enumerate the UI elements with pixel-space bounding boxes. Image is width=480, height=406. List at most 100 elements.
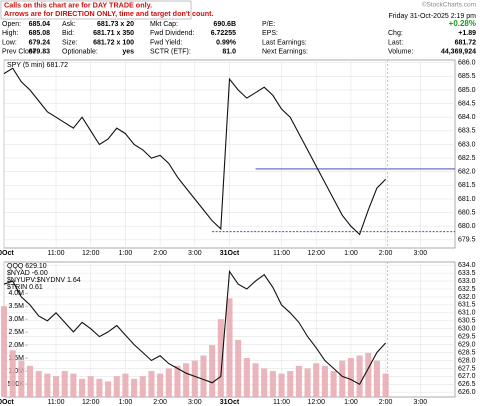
x-tick-label: 11:00: [273, 399, 290, 406]
x-tick-label: 11:00: [48, 250, 65, 257]
volume-bar: [87, 376, 94, 397]
quote-value: 44,369,924: [441, 49, 476, 56]
panel-title: SPY (5 min) 681.72: [7, 62, 68, 69]
volume-bar: [53, 376, 60, 397]
quote-value: 681.71 x 350: [93, 30, 134, 37]
y-tick-label: 628.5: [458, 349, 476, 356]
quote-value: +0.28%: [449, 19, 476, 28]
volume-bar: [79, 378, 86, 397]
x-tick-label: 2:00: [153, 399, 167, 406]
y2-tick-label: 4.0M: [8, 290, 24, 297]
y-tick-label: 684.5: [458, 100, 476, 107]
x-tick-label: 3:00: [188, 250, 202, 257]
volume-bar: [174, 365, 181, 397]
quote-label: SCTR (ETF):: [150, 49, 191, 56]
y-tick-label: 630.0: [458, 326, 476, 333]
x-tick-label: 2:00: [153, 250, 167, 257]
volume-bar: [252, 363, 259, 397]
y-tick-label: 632.5: [458, 286, 476, 293]
y2-tick-label: 1.5M: [8, 355, 24, 362]
quote-label: Open:: [2, 21, 21, 28]
volume-bar: [313, 363, 320, 397]
x-tick-label: 12:00: [307, 250, 325, 257]
notice-line: Arrows are for DIRECTION ONLY, time and …: [4, 9, 214, 18]
y-tick-label: 683.0: [458, 141, 476, 148]
quote-value: 681.72: [455, 39, 477, 46]
volume-bar: [304, 368, 311, 397]
y-tick-label: 629.5: [458, 333, 476, 340]
volume-bar: [191, 360, 198, 397]
notice-box: [0, 0, 192, 20]
x-tick-label: 1:00: [344, 399, 358, 406]
volume-bar: [295, 365, 302, 397]
quote-label: Chg:: [388, 30, 403, 37]
volume-bar: [217, 319, 224, 397]
x-tick-label: 1:00: [344, 250, 358, 257]
quote-label: Optionable:: [62, 49, 98, 56]
y-tick-label: 626.0: [458, 389, 476, 396]
legend-entry: $NYUPV:$NYDNV 1.64: [7, 277, 81, 284]
y-tick-label: 680.5: [458, 209, 476, 216]
quote-label: Size:: [62, 39, 78, 46]
y-tick-label: 681.5: [458, 182, 476, 189]
x-tick-label: 12:00: [82, 250, 100, 257]
quote-label: Fwd Yield:: [150, 39, 182, 46]
y-tick-label: 682.0: [458, 169, 476, 176]
quote-label: Next Earnings:: [262, 49, 308, 56]
volume-bar: [148, 371, 155, 397]
volume-bar: [18, 360, 25, 397]
y2-tick-label: 3.5M: [8, 303, 24, 310]
x-tick-label: 11:00: [48, 399, 65, 406]
volume-bar: [269, 371, 276, 397]
volume-bar: [356, 355, 363, 397]
x-tick-label: 12:00: [82, 399, 100, 406]
volume-bar: [26, 365, 34, 397]
volume-bar: [183, 363, 190, 397]
y-tick-label: 634.0: [458, 262, 476, 269]
quote-value: 685.08: [29, 30, 51, 37]
y2-tick-label: 500K: [8, 381, 25, 388]
volume-bar: [9, 350, 16, 397]
y-tick-label: 682.5: [458, 155, 476, 162]
quote-value: 690.6B: [213, 21, 236, 28]
volume-bar: [70, 373, 77, 397]
volume-bar: [44, 373, 51, 397]
y-tick-label: 686.0: [458, 60, 476, 67]
brand: ©StockCharts.com: [422, 1, 476, 9]
quote-label: High:: [2, 30, 18, 37]
volume-bar: [278, 373, 285, 397]
volume-bar: [339, 360, 346, 397]
y-tick-label: 684.0: [458, 114, 476, 121]
y-tick-label: 681.0: [458, 196, 476, 203]
x-tick-label: 2:00: [379, 250, 393, 257]
y-tick-label: 632.0: [458, 294, 476, 301]
volume-bar: [226, 298, 233, 397]
quote-value: 685.04: [29, 21, 51, 28]
y-tick-label: 630.5: [458, 318, 476, 325]
quote-label: Prev Close:: [2, 49, 38, 56]
quote-label: Last:: [388, 39, 403, 46]
volume-bar: [96, 378, 103, 397]
quote-value: 681.72 x 100: [93, 39, 134, 46]
x-tick-label: 30Oct: [0, 250, 14, 257]
y-tick-label: 685.5: [458, 73, 476, 80]
quote-label: Mkt Cap:: [150, 21, 178, 28]
volume-bar: [131, 378, 138, 397]
x-tick-label: 1:00: [119, 399, 133, 406]
volume-bar: [382, 373, 389, 397]
volume-bar: [61, 371, 68, 397]
volume-bar: [200, 355, 207, 397]
volume-bar: [261, 368, 268, 397]
quote-label: Volume:: [388, 49, 413, 56]
y2-tick-label: 3.0M: [8, 316, 24, 323]
x-tick-label: 3:00: [413, 250, 427, 257]
quote-value: 679.24: [29, 39, 51, 46]
y2-tick-label: 2.0M: [8, 342, 24, 349]
y-tick-label: 633.5: [458, 270, 476, 277]
x-tick-label: 31Oct: [220, 250, 240, 257]
quote-label: Ask:: [62, 21, 76, 28]
volume-bar: [113, 376, 120, 397]
volume-bar: [321, 365, 328, 397]
